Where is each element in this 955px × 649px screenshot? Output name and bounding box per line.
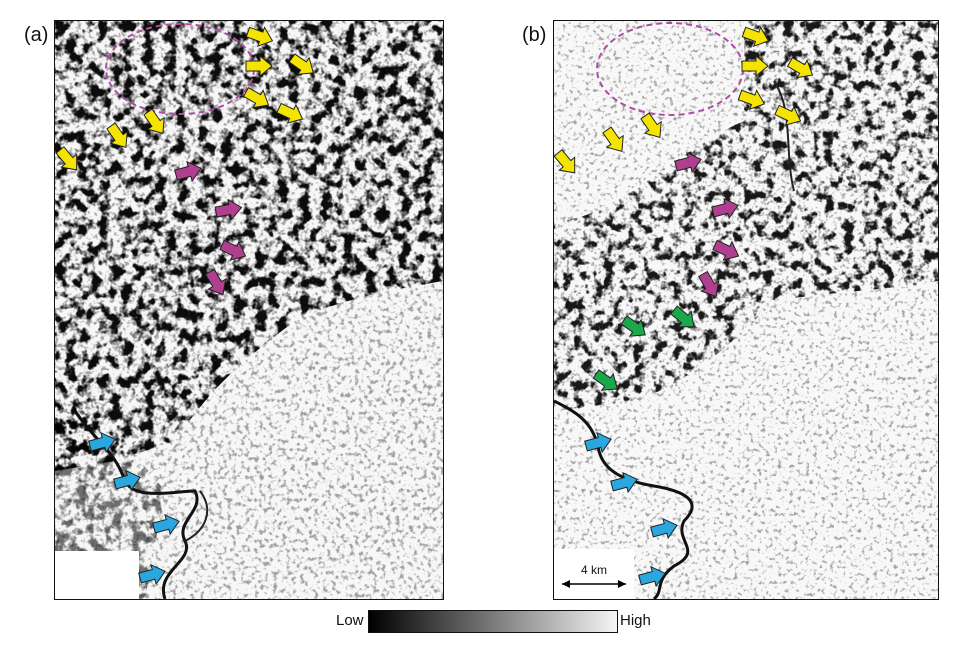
scale-bar-line	[562, 580, 626, 588]
seismic-image-b	[554, 21, 938, 599]
seismic-image-a	[55, 21, 443, 599]
scale-bar: 4 km	[558, 560, 630, 590]
seismic-panel-a	[54, 20, 444, 600]
panel-a-label: (a)	[24, 24, 49, 46]
seismic-panel-b	[553, 20, 939, 600]
panel-b-label: (b)	[522, 24, 547, 46]
colorbar-gradient	[368, 610, 618, 633]
scale-bar-label: 4 km	[580, 563, 607, 577]
colorbar-high-label: High	[620, 612, 651, 629]
colorbar-low-label: Low	[336, 612, 364, 629]
